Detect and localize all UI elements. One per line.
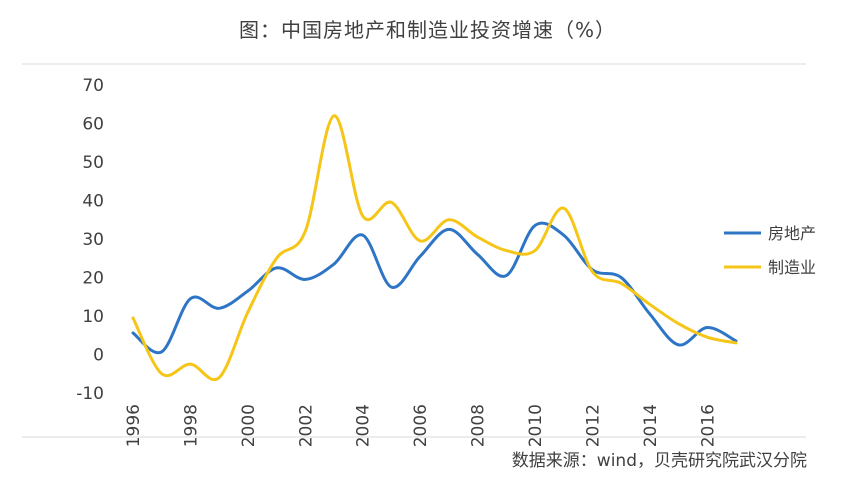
x-tick-label: 1998 bbox=[181, 404, 201, 447]
legend-label: 房地产 bbox=[768, 224, 816, 243]
series-line-real-estate bbox=[131, 221, 738, 355]
x-tick-label: 2002 bbox=[296, 404, 316, 447]
x-tick-label: 2000 bbox=[239, 404, 259, 447]
x-tick-label: 2014 bbox=[641, 404, 661, 447]
y-tick-label: 20 bbox=[82, 269, 104, 289]
y-tick-label: 30 bbox=[82, 230, 104, 250]
y-tick-label: 50 bbox=[82, 153, 104, 173]
legend-label: 制造业 bbox=[768, 258, 816, 277]
x-tick-label: 2012 bbox=[583, 404, 603, 447]
x-tick-label: 2016 bbox=[698, 404, 718, 447]
y-tick-label: -10 bbox=[76, 384, 104, 404]
x-tick-label: 2008 bbox=[469, 404, 489, 447]
source-note: 数据来源：wind，贝壳研究院武汉分院 bbox=[511, 451, 807, 471]
x-tick-label: 1996 bbox=[124, 404, 144, 447]
x-axis-ticks: 1996 1998 2000 2002 2004 2006 2008 2010 2012 2014… bbox=[124, 404, 718, 447]
y-tick-label: 60 bbox=[82, 115, 104, 135]
y-axis-ticks: 70 60 50 40 30 20 10 0 -10 bbox=[76, 76, 104, 404]
chart-title: 图：中国房地产和制造业投资增速（%） bbox=[238, 18, 616, 42]
y-tick-label: 70 bbox=[82, 76, 104, 96]
y-tick-label: 0 bbox=[93, 346, 104, 366]
x-tick-label: 2004 bbox=[354, 404, 374, 447]
y-tick-label: 40 bbox=[82, 192, 104, 212]
series-lines bbox=[131, 114, 738, 382]
x-tick-label: 2006 bbox=[411, 404, 431, 447]
y-tick-label: 10 bbox=[82, 307, 104, 327]
series-line-manufacturing bbox=[131, 114, 738, 382]
x-tick-label: 2010 bbox=[526, 404, 546, 447]
